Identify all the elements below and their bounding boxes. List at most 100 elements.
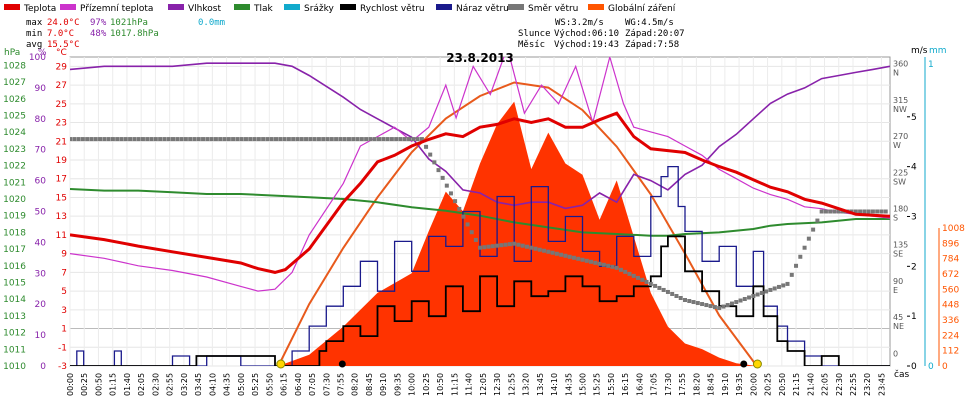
radiation-tick-label: 784: [942, 255, 959, 265]
series-wind-direction-point: [559, 252, 564, 257]
hpa-tick-label: 1015: [3, 278, 26, 288]
x-tick-label: 22:30: [835, 373, 844, 396]
series-wind-direction-point: [98, 137, 103, 142]
direction-tick-label: 270: [893, 132, 908, 141]
direction-tick-label: 135: [893, 241, 908, 250]
x-tick-label: 16:15: [621, 373, 630, 396]
moonrise-time: Východ:19:43: [554, 40, 619, 50]
hpa-tick-label: 1016: [3, 262, 26, 272]
stat-max-pressure: 1021hPa: [110, 18, 148, 28]
series-wind-direction-point: [806, 236, 811, 241]
series-wind-direction-point: [299, 137, 304, 142]
x-tick-label: 18:20: [692, 373, 701, 396]
series-wind-direction-point: [201, 137, 206, 142]
celsius-tick-label: 23: [56, 119, 67, 129]
direction-tick-label: NW: [893, 105, 907, 114]
series-wind-direction-point: [316, 137, 321, 142]
series-wind-direction-point: [883, 209, 888, 214]
radiation-tick-label: 224: [942, 331, 959, 341]
series-wind-direction-point: [691, 300, 696, 305]
wind-tick-label: 0: [911, 362, 917, 372]
x-tick-label: 15:00: [579, 373, 588, 396]
series-wind-direction-point: [411, 137, 416, 142]
series-wind-direction-point: [554, 251, 559, 256]
radiation-tick-label: 112: [942, 347, 959, 357]
hpa-tick-label: 1026: [3, 95, 26, 105]
series-wind-direction-point: [866, 209, 871, 214]
hpa-tick-label: 1028: [3, 61, 26, 71]
legend-swatch: [4, 4, 20, 10]
series-wind-direction-point: [119, 137, 124, 142]
x-tick-label: 01:40: [123, 373, 132, 396]
direction-tick-label: S: [893, 214, 898, 223]
x-tick-label: 07:30: [322, 373, 331, 396]
x-tick-label: 22:05: [821, 373, 830, 396]
series-wind-direction-point: [751, 293, 756, 298]
series-wind-direction-point: [461, 214, 466, 219]
celsius-tick-label: 25: [56, 100, 67, 110]
radiation-tick-label: 672: [942, 270, 959, 280]
series-wind-direction-point: [269, 137, 274, 142]
x-tick-label: 02:05: [137, 373, 146, 396]
celsius-tick-label: 19: [56, 156, 68, 166]
x-tick-label: 14:10: [550, 373, 559, 396]
x-tick-label: 04:10: [208, 373, 217, 396]
series-wind-direction-point: [153, 137, 158, 142]
series-wind-direction-point: [222, 137, 227, 142]
x-tick-label: 17:55: [678, 373, 687, 396]
direction-tick-label: NE: [893, 322, 904, 331]
series-wind-direction-point: [678, 296, 683, 301]
series-wind-direction-point: [755, 292, 760, 297]
series-wind-direction-point: [377, 137, 381, 142]
x-tick-label: 12:05: [479, 373, 488, 396]
direction-tick-label: 45: [893, 313, 903, 322]
series-wind-direction-point: [657, 285, 662, 290]
series-wind-direction-point: [72, 137, 77, 142]
series-wind-direction-point: [428, 152, 433, 157]
series-wind-direction-point: [862, 209, 867, 214]
series-wind-direction-point: [665, 289, 670, 294]
series-wind-direction-point: [563, 253, 568, 258]
series-wind-direction-point: [106, 137, 111, 142]
x-tick-label: 21:15: [792, 373, 801, 396]
celsius-tick-label: 1: [61, 325, 67, 335]
series-wind-direction-point: [334, 137, 339, 142]
series-wind-direction-point: [338, 137, 343, 142]
series-wind-direction-point: [226, 137, 231, 142]
stat-min-humidity: 48%: [90, 29, 107, 39]
direction-tick-label: SW: [893, 177, 906, 186]
series-wind-direction-point: [235, 137, 240, 142]
series-wind-direction-point: [295, 137, 300, 142]
stat-label: avg: [26, 40, 42, 50]
series-wind-direction-point: [832, 209, 837, 214]
radiation-tick-label: 896: [942, 239, 959, 249]
series-wind-direction-point: [704, 303, 709, 308]
x-tick-label: 20:25: [764, 373, 773, 396]
x-tick-label: 07:55: [336, 373, 345, 396]
series-wind-direction-point: [342, 137, 347, 142]
series-wind-direction-point: [550, 250, 555, 255]
radiation-tick-label: 560: [942, 285, 959, 295]
series-wind-direction-point: [537, 247, 542, 252]
series-wind-direction-point: [424, 144, 429, 149]
series-wind-direction-point: [265, 137, 270, 142]
series-wind-direction-point: [495, 243, 500, 248]
series-wind-direction-point: [355, 137, 360, 142]
hpa-tick-label: 1019: [3, 212, 26, 222]
series-wind-direction-point: [627, 271, 632, 276]
percent-tick-label: 70: [35, 146, 47, 156]
series-wind-direction-point: [312, 137, 317, 142]
series-wind-direction-point: [503, 242, 508, 247]
legend-swatch: [340, 4, 356, 10]
series-wind-direction-point: [394, 137, 399, 142]
stat-label: max: [26, 18, 43, 28]
radiation-tick-label: 448: [942, 301, 959, 311]
series-wind-direction-point: [398, 137, 403, 142]
series-wind-direction-point: [80, 137, 85, 142]
series-wind-direction-point: [102, 137, 107, 142]
x-tick-label: 20:00: [749, 373, 758, 396]
series-wind-direction-point: [695, 301, 700, 306]
hpa-tick-label: 1013: [3, 312, 26, 322]
series-wind-direction-point: [166, 137, 171, 142]
series-wind-direction-point: [738, 298, 743, 303]
